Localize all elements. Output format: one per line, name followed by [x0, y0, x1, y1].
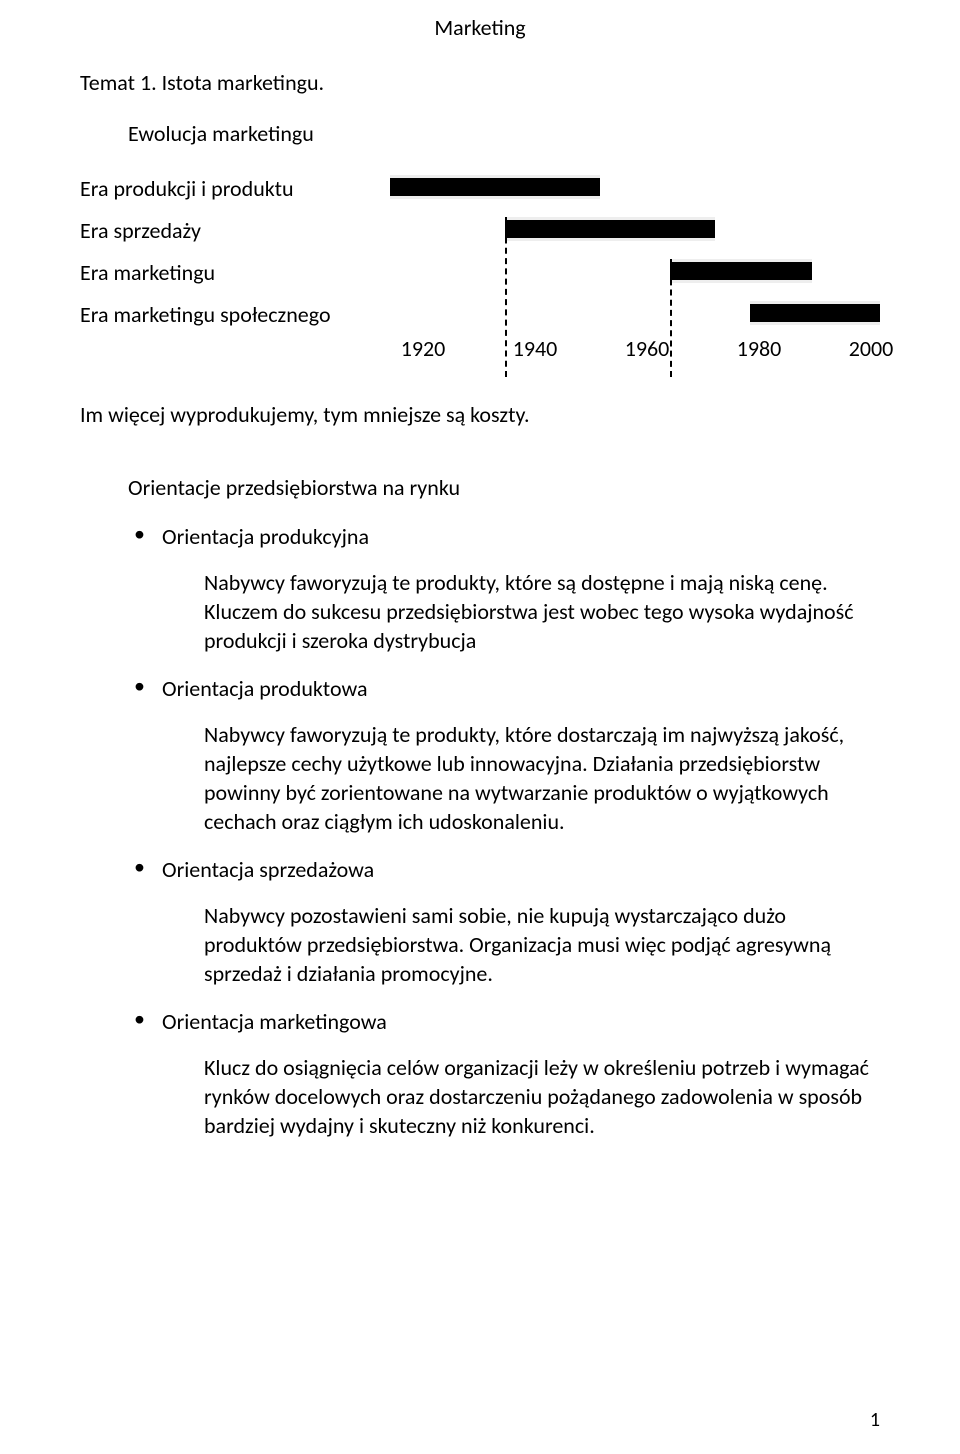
gantt-row: Era sprzedaży	[80, 209, 880, 251]
document-title: Marketing	[80, 14, 880, 41]
orientation-title: Orientacja produktowa	[162, 675, 880, 702]
list-item: Orientacja sprzedażowa Nabywcy pozostawi…	[128, 856, 880, 988]
orientation-body: Nabywcy faworyzują te produkty, które są…	[204, 568, 870, 655]
gantt-bar	[750, 301, 880, 325]
axis-tick: 1920	[401, 335, 446, 362]
orientation-body: Nabywcy faworyzują te produkty, które do…	[204, 720, 870, 836]
page-number: 1	[870, 1408, 880, 1432]
orientation-title: Orientacja marketingowa	[162, 1008, 880, 1035]
list-item: Orientacja produkcyjna Nabywcy faworyzuj…	[128, 523, 880, 655]
era-label: Era marketingu	[80, 259, 390, 286]
orientation-title: Orientacja produkcyjna	[162, 523, 880, 550]
era-label: Era sprzedaży	[80, 217, 390, 244]
gantt-axis: 1920 1940 1960 1980 2000	[80, 335, 880, 365]
gantt-row-area	[390, 293, 880, 335]
gantt-row-area	[390, 209, 880, 251]
evolution-heading: Ewolucja marketingu	[128, 120, 880, 147]
statement-text: Im więcej wyprodukujemy, tym mniejsze są…	[80, 401, 880, 428]
gantt-bar	[670, 259, 812, 283]
axis-tick: 1940	[513, 335, 558, 362]
list-item: Orientacja marketingowa Klucz do osiągni…	[128, 1008, 880, 1140]
gantt-bar	[390, 175, 600, 199]
page: Marketing Temat 1. Istota marketingu. Ew…	[0, 0, 960, 1454]
orientation-body: Klucz do osiągnięcia celów organizacji l…	[204, 1053, 870, 1140]
topic-heading: Temat 1. Istota marketingu.	[80, 69, 880, 96]
gantt-row: Era marketingu społecznego	[80, 293, 880, 335]
era-label: Era produkcji i produktu	[80, 175, 390, 202]
era-label: Era marketingu społecznego	[80, 301, 390, 328]
list-item: Orientacja produktowa Nabywcy faworyzują…	[128, 675, 880, 836]
axis-tick: 1960	[625, 335, 670, 362]
axis-tick: 1980	[737, 335, 782, 362]
orientations-heading: Orientacje przedsiębiorstwa na rynku	[128, 474, 880, 501]
orientation-title: Orientacja sprzedażowa	[162, 856, 880, 883]
axis-tick: 2000	[849, 335, 894, 362]
gantt-row-area	[390, 167, 880, 209]
gantt-chart: Era produkcji i produktu Era sprzedaży E…	[80, 167, 880, 365]
axis-area: 1920 1940 1960 1980 2000	[390, 335, 880, 365]
axis-spacer	[80, 335, 390, 365]
gantt-bar	[505, 217, 715, 241]
gantt-row: Era marketingu	[80, 251, 880, 293]
gantt-row-area	[390, 251, 880, 293]
orientation-body: Nabywcy pozostawieni sami sobie, nie kup…	[204, 901, 870, 988]
orientations-list: Orientacja produkcyjna Nabywcy faworyzuj…	[128, 523, 880, 1140]
gantt-row: Era produkcji i produktu	[80, 167, 880, 209]
